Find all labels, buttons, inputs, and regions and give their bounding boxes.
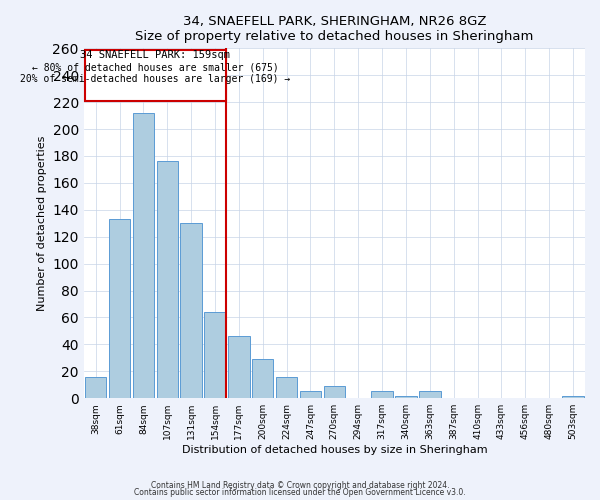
Y-axis label: Number of detached properties: Number of detached properties <box>37 136 47 311</box>
Bar <box>204 312 226 398</box>
Bar <box>109 219 130 398</box>
Text: 34 SNAEFELL PARK: 159sqm: 34 SNAEFELL PARK: 159sqm <box>80 50 230 60</box>
Bar <box>562 396 584 398</box>
Text: ← 80% of detached houses are smaller (675): ← 80% of detached houses are smaller (67… <box>32 62 278 72</box>
Bar <box>133 113 154 398</box>
Bar <box>276 376 298 398</box>
Bar <box>85 376 106 398</box>
Title: 34, SNAEFELL PARK, SHERINGHAM, NR26 8GZ
Size of property relative to detached ho: 34, SNAEFELL PARK, SHERINGHAM, NR26 8GZ … <box>135 15 533 43</box>
FancyBboxPatch shape <box>85 50 226 101</box>
Bar <box>395 396 417 398</box>
Bar <box>181 224 202 398</box>
Text: Contains HM Land Registry data © Crown copyright and database right 2024.: Contains HM Land Registry data © Crown c… <box>151 480 449 490</box>
X-axis label: Distribution of detached houses by size in Sheringham: Distribution of detached houses by size … <box>182 445 487 455</box>
Text: 20% of semi-detached houses are larger (169) →: 20% of semi-detached houses are larger (… <box>20 74 290 85</box>
Bar <box>323 386 345 398</box>
Bar <box>252 359 274 398</box>
Bar <box>419 392 440 398</box>
Bar <box>157 162 178 398</box>
Bar <box>300 392 321 398</box>
Text: Contains public sector information licensed under the Open Government Licence v3: Contains public sector information licen… <box>134 488 466 497</box>
Bar <box>371 392 393 398</box>
Bar <box>228 336 250 398</box>
